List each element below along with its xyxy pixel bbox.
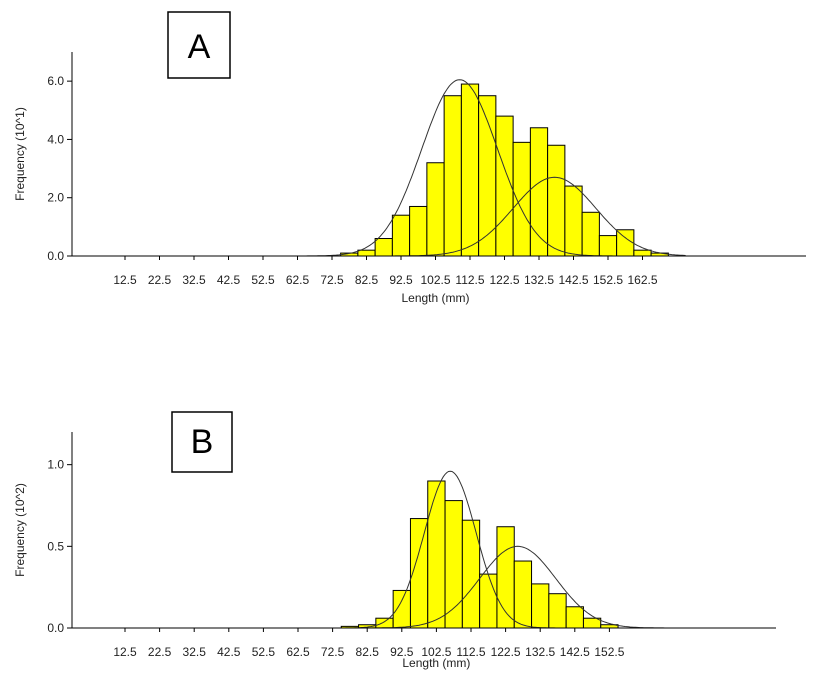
y-tick-label: 0.5 — [47, 539, 64, 553]
x-tick-label: 42.5 — [217, 645, 241, 659]
x-tick-label: 12.5 — [113, 645, 137, 659]
x-tick-label: 12.5 — [113, 273, 137, 287]
x-tick-label: 132.5 — [524, 273, 554, 287]
bar — [633, 249, 652, 257]
x-tick-label: 152.5 — [594, 645, 624, 659]
y-axis-ticks: 0.0 2.0 4.0 6.0 — [47, 74, 72, 263]
y-axis-title: Frequency (10^2) — [13, 483, 27, 577]
bar — [427, 480, 446, 629]
x-tick-label: 92.5 — [390, 645, 414, 659]
x-tick-label: 62.5 — [286, 645, 310, 659]
bar — [496, 526, 515, 629]
axes-frame — [71, 432, 776, 629]
x-tick-label: 82.5 — [355, 273, 379, 287]
bar — [616, 229, 635, 257]
bar — [598, 235, 618, 257]
bar-series — [340, 480, 619, 629]
x-axis-ticks: 12.5 22.5 32.5 42.5 52.5 62.5 72.5 82.5 92.5 102.… — [113, 628, 625, 659]
y-tick-label: 1.0 — [47, 458, 64, 472]
x-tick-label: 112.5 — [456, 645, 485, 659]
x-tick-label: 112.5 — [455, 273, 484, 287]
x-tick-label: 52.5 — [251, 273, 275, 287]
panel-b: B 12.5 22.5 32.5 42.5 52.5 62.5 72.5 82.5 92.5 10… — [13, 411, 776, 670]
bar — [565, 606, 584, 629]
x-tick-label: 22.5 — [148, 273, 172, 287]
x-tick-label: 152.5 — [593, 273, 623, 287]
y-tick-label: 6.0 — [47, 74, 64, 88]
y-tick-label: 4.0 — [47, 132, 64, 146]
x-tick-label: 122.5 — [491, 645, 521, 659]
x-tick-label: 72.5 — [321, 645, 345, 659]
panel-label-box — [171, 411, 233, 473]
x-tick-label: 22.5 — [148, 645, 172, 659]
bar — [531, 583, 550, 629]
x-tick-label: 142.5 — [560, 645, 590, 659]
bar — [548, 593, 567, 629]
panel-label-box — [167, 11, 231, 79]
bar — [357, 249, 376, 257]
panel-label: A — [188, 28, 211, 66]
bar — [426, 162, 445, 257]
x-tick-label: 142.5 — [558, 273, 588, 287]
x-tick-label: 92.5 — [389, 273, 413, 287]
x-tick-label: 102.5 — [420, 273, 450, 287]
x-tick-label: 42.5 — [217, 273, 241, 287]
y-axis-ticks: 0.0 0.5 1.0 — [47, 458, 72, 635]
y-axis-title: Frequency (10^1) — [13, 107, 27, 201]
bar — [581, 211, 600, 257]
bar — [513, 560, 533, 629]
bar — [391, 214, 411, 257]
x-tick-label: 32.5 — [183, 645, 207, 659]
bar — [479, 573, 498, 629]
panel-label: B — [191, 423, 214, 461]
bar-series — [340, 83, 669, 257]
bar — [443, 95, 462, 257]
bar — [392, 589, 411, 629]
bar — [547, 144, 566, 257]
x-tick-label: 52.5 — [252, 645, 276, 659]
x-tick-label: 72.5 — [320, 273, 344, 287]
bar — [460, 83, 480, 257]
bar — [564, 185, 583, 257]
x-tick-label: 122.5 — [489, 273, 519, 287]
bar — [409, 205, 428, 257]
bar — [495, 115, 514, 257]
y-tick-label: 2.0 — [47, 191, 64, 205]
panel-a: A 12.5 22.5 32.5 42.5 52.5 62.5 72.5 82.5 92.5 10… — [13, 11, 806, 305]
y-tick-label: 0.0 — [47, 621, 64, 635]
x-tick-label: 82.5 — [356, 645, 380, 659]
x-axis-ticks: 12.5 22.5 32.5 42.5 52.5 62.5 72.5 82.5 92.5 102.… — [113, 256, 658, 287]
x-tick-label: 62.5 — [286, 273, 310, 287]
x-axis-title: Length (mm) — [402, 656, 470, 670]
bar — [444, 500, 463, 629]
y-tick-label: 0.0 — [47, 249, 64, 263]
axes-frame — [71, 52, 806, 257]
x-tick-label: 102.5 — [421, 645, 451, 659]
bar — [374, 238, 393, 257]
x-tick-label: 32.5 — [182, 273, 206, 287]
x-tick-label: 162.5 — [627, 273, 657, 287]
x-axis-title: Length (mm) — [401, 291, 469, 305]
bar — [375, 617, 394, 629]
x-tick-label: 132.5 — [525, 645, 555, 659]
